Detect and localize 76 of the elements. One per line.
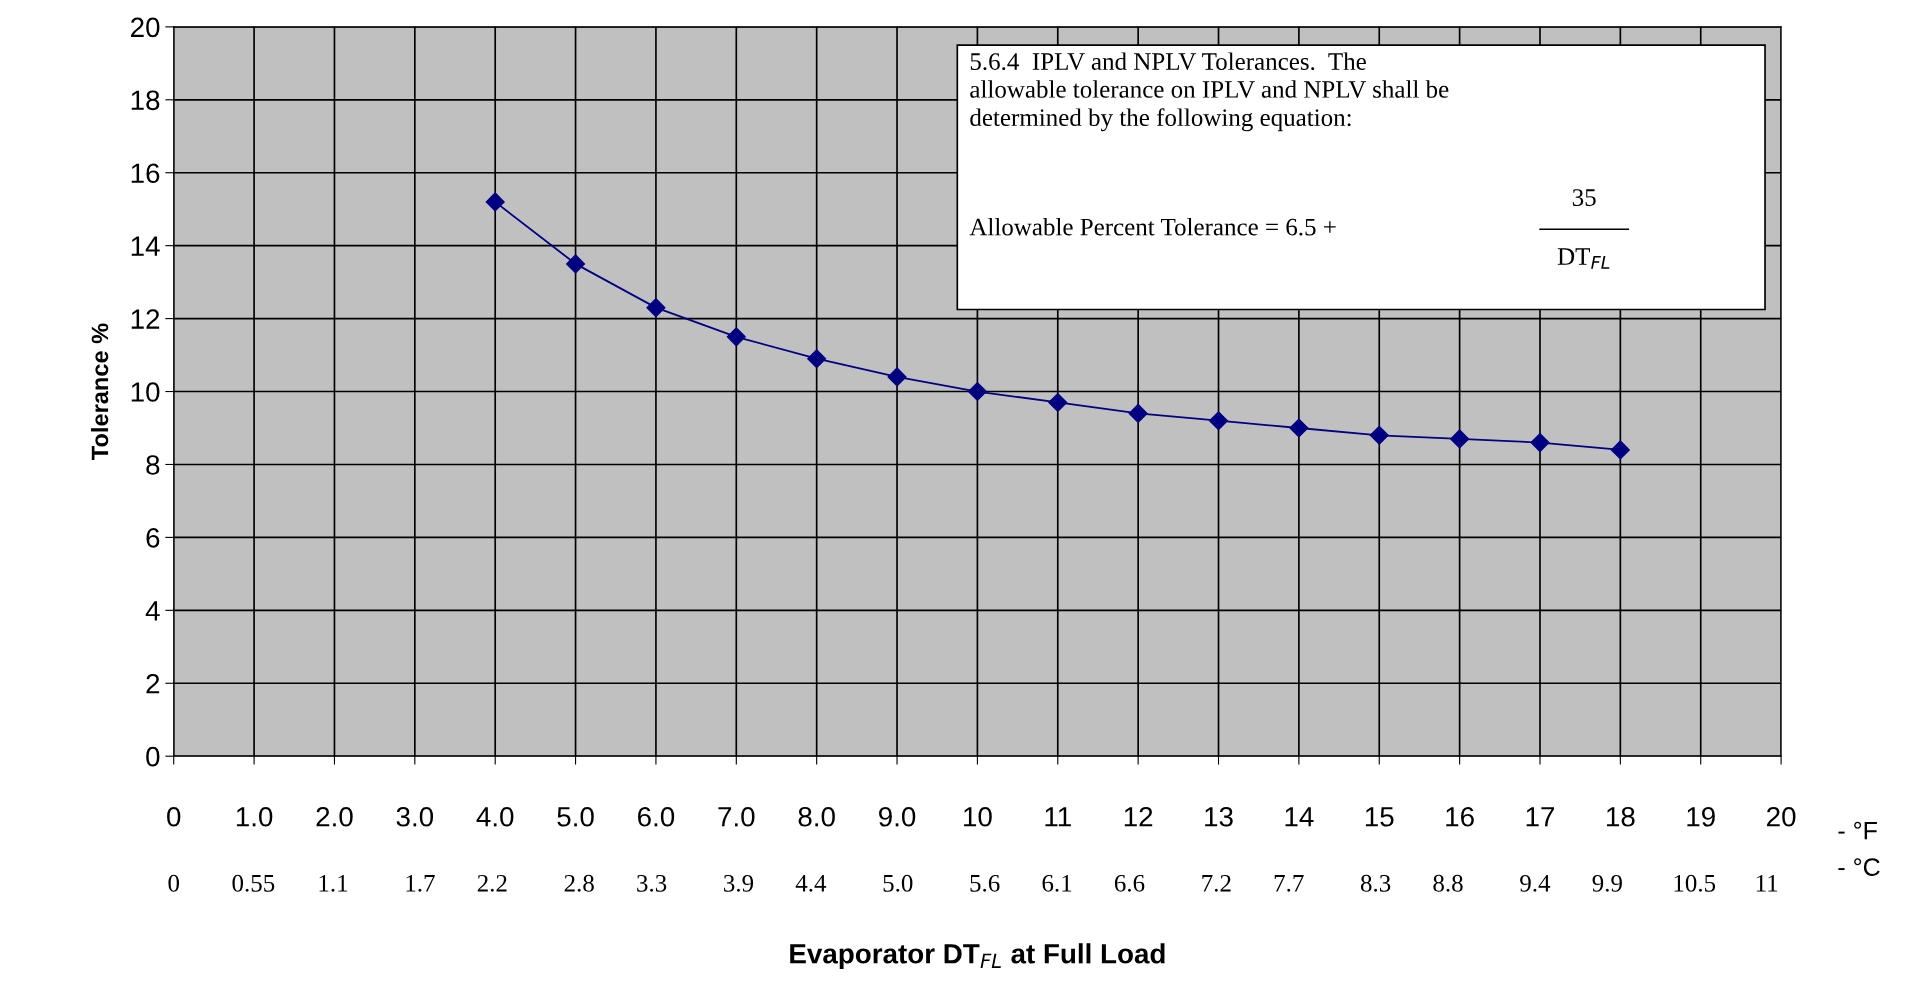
x2-tick-label: 0 xyxy=(168,874,180,892)
point xyxy=(1610,440,1630,460)
x2-tick-label: 1.7 xyxy=(406,874,435,892)
x-tick-label: 4.0 xyxy=(476,806,514,827)
point xyxy=(1128,403,1148,423)
x-tick-label: 8.0 xyxy=(798,806,835,827)
text: - °F xyxy=(1838,821,1877,840)
x-tick-label: 1.0 xyxy=(236,806,273,827)
y-tick-label: 12 xyxy=(131,309,160,329)
annotation: 35 xyxy=(1572,189,1596,206)
x2-tick-label: 2.8 xyxy=(564,874,594,892)
y-tick-label: 20 xyxy=(131,17,160,38)
x-tick-label: 19 xyxy=(1687,806,1715,827)
x-tick-label: 13 xyxy=(1205,806,1233,827)
x-tick-label: 2.0 xyxy=(316,806,353,827)
x2-tick-label: 9.9 xyxy=(1592,874,1622,892)
x2-tick-label: 8.8 xyxy=(1433,874,1463,892)
y-axis-title: Tolerance % xyxy=(90,323,109,460)
x2-tick-label: 0.55 xyxy=(232,874,275,892)
x2-tick-label: 10.5 xyxy=(1674,874,1716,892)
x-axis-title: Evaporator DT$_{FL}$ at Full Load xyxy=(790,943,1165,970)
x-tick-label: 20 xyxy=(1767,806,1796,827)
x2-tick-label: 9.4 xyxy=(1520,874,1551,892)
x-tick-label: 3.0 xyxy=(396,806,434,827)
x2-tick-label: 2.2 xyxy=(477,874,507,892)
y-tick-label: 0 xyxy=(146,746,160,767)
x-tick-label: 17 xyxy=(1526,807,1555,827)
point xyxy=(1289,418,1309,438)
y-tick-label: 4 xyxy=(145,601,160,621)
x-tick-label: 6.0 xyxy=(638,806,675,827)
point xyxy=(807,349,827,369)
point xyxy=(1450,429,1470,449)
point xyxy=(1208,411,1229,431)
x2-tick-label: 5.6 xyxy=(970,874,1000,892)
y-tick-label: 2 xyxy=(146,673,160,694)
x-tick-label: 15 xyxy=(1365,807,1394,827)
x-tick-label: 14 xyxy=(1285,807,1314,827)
point xyxy=(485,192,505,212)
point xyxy=(646,298,666,318)
x2-tick-label: 6.6 xyxy=(1114,874,1145,892)
point xyxy=(1530,433,1550,453)
x-tick-label: 16 xyxy=(1446,806,1474,827)
point xyxy=(887,367,907,387)
x2-tick-label: 3.3 xyxy=(637,874,667,892)
annotation: Allowable Percent Tolerance = 6.5 + xyxy=(969,217,1336,236)
x-tick-label: 7.0 xyxy=(718,806,755,827)
x2-tick-label: 4.4 xyxy=(795,875,827,892)
x-tick-label: 10 xyxy=(964,806,992,827)
x2-tick-label: 11 xyxy=(1756,874,1778,892)
x2-tick-label: 7.2 xyxy=(1202,874,1231,892)
x2-tick-label: 6.1 xyxy=(1042,874,1072,892)
x2-tick-label: 7.7 xyxy=(1274,875,1304,892)
x-tick-label: 0 xyxy=(167,806,181,827)
y-tick-label: 16 xyxy=(131,163,160,184)
point xyxy=(726,327,746,347)
x2-tick-label: 1.1 xyxy=(319,874,348,892)
y-tick-label: 10 xyxy=(131,382,160,402)
y-tick-label: 18 xyxy=(131,90,160,111)
x-tick-label: 11 xyxy=(1045,807,1071,827)
point xyxy=(967,381,987,402)
x2-tick-label: 3.9 xyxy=(724,874,754,892)
y-tick-label: 8 xyxy=(146,455,160,475)
point xyxy=(1369,425,1389,445)
annotation: 5.6.4 IPLV and NPLV Tolerances. The allowable tolerance on IPLV and NPLV shall be determined by the following equation: xyxy=(970,52,1449,132)
annotation: DT$_{FL}$ xyxy=(1557,248,1610,269)
x-tick-label: 9.0 xyxy=(879,806,916,827)
x2-tick-label: 8.3 xyxy=(1360,874,1391,892)
point xyxy=(1048,392,1068,413)
x-tick-label: 18 xyxy=(1607,806,1635,827)
y-tick-label: 6 xyxy=(146,528,160,548)
y-tick-label: 14 xyxy=(131,236,160,256)
x2-tick-label: 5.0 xyxy=(883,874,913,892)
point xyxy=(566,254,586,274)
x-tick-label: 12 xyxy=(1124,806,1153,827)
x-tick-label: 5.0 xyxy=(557,806,594,827)
text: - °C xyxy=(1838,858,1880,876)
